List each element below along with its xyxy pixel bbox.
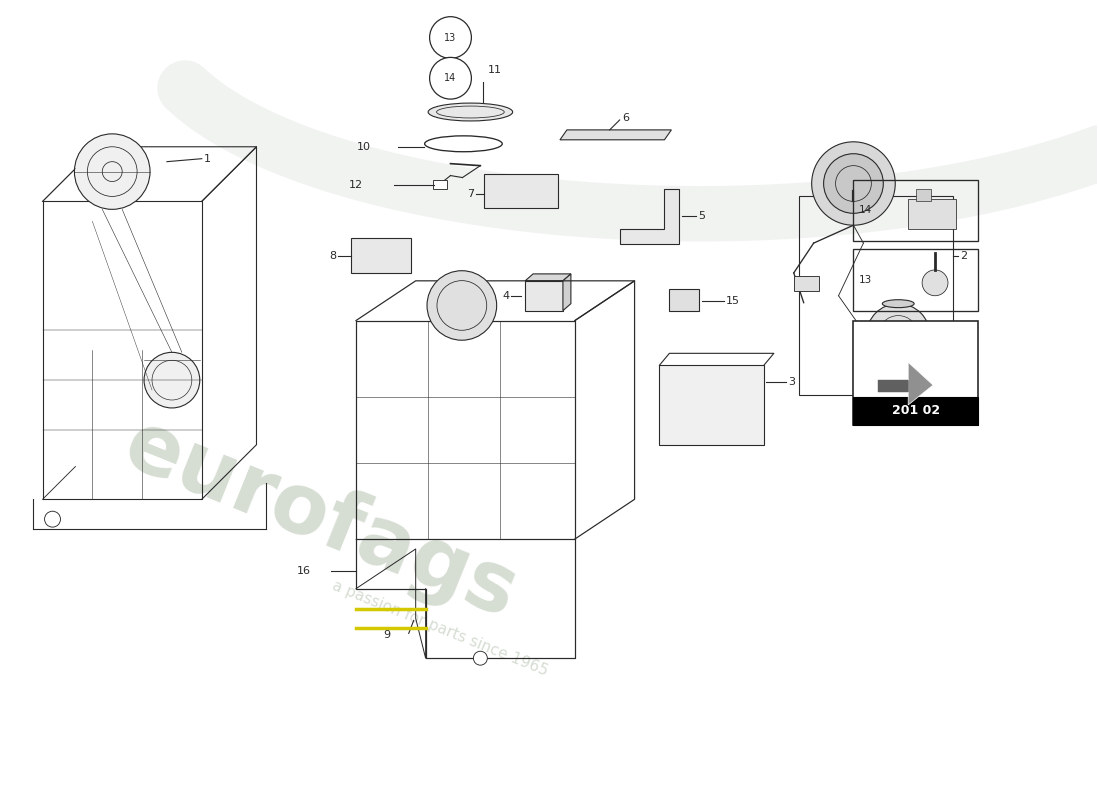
Text: 9: 9: [384, 630, 390, 640]
Text: 14: 14: [858, 206, 871, 215]
Text: 11: 11: [488, 66, 503, 75]
Circle shape: [430, 58, 472, 99]
Circle shape: [144, 352, 200, 408]
Text: 5: 5: [698, 211, 705, 222]
Bar: [659, 366, 763, 445]
Polygon shape: [484, 174, 558, 208]
Text: 201 02: 201 02: [892, 405, 939, 418]
Bar: [854, 249, 978, 310]
Bar: [351, 238, 410, 273]
Bar: [670, 289, 700, 310]
Text: 14: 14: [444, 74, 456, 83]
Bar: [854, 179, 978, 241]
Bar: [799, 197, 953, 395]
Text: 3: 3: [788, 377, 795, 387]
Polygon shape: [878, 380, 909, 392]
Text: 12: 12: [349, 179, 363, 190]
Polygon shape: [619, 190, 680, 244]
Circle shape: [812, 142, 895, 226]
Circle shape: [922, 270, 948, 296]
Polygon shape: [878, 362, 933, 405]
Circle shape: [427, 270, 497, 340]
Ellipse shape: [428, 103, 513, 121]
Text: eurofags: eurofags: [113, 403, 529, 635]
Bar: [909, 199, 956, 229]
Bar: [794, 276, 818, 290]
Polygon shape: [525, 274, 571, 281]
Text: 6: 6: [623, 113, 629, 123]
Bar: [525, 281, 563, 310]
Text: a passion for parts since 1965: a passion for parts since 1965: [330, 578, 551, 678]
Circle shape: [473, 651, 487, 665]
Text: 4: 4: [502, 290, 509, 301]
Bar: [854, 321, 978, 425]
Text: 16: 16: [297, 566, 311, 576]
Circle shape: [75, 134, 150, 210]
Polygon shape: [560, 130, 671, 140]
Text: 7: 7: [468, 190, 474, 199]
Text: 10: 10: [356, 142, 371, 152]
Text: 1: 1: [204, 154, 211, 164]
Text: 8: 8: [329, 251, 337, 261]
Text: 13: 13: [444, 33, 456, 42]
Circle shape: [824, 154, 883, 214]
Bar: [854, 397, 978, 425]
Circle shape: [867, 304, 931, 367]
Circle shape: [45, 511, 60, 527]
Polygon shape: [563, 274, 571, 310]
Text: 13: 13: [858, 275, 871, 285]
Bar: [432, 179, 447, 190]
Ellipse shape: [882, 300, 914, 308]
Circle shape: [430, 17, 472, 58]
Text: 15: 15: [726, 296, 740, 306]
Text: 2: 2: [960, 251, 967, 261]
Bar: [916, 190, 931, 202]
